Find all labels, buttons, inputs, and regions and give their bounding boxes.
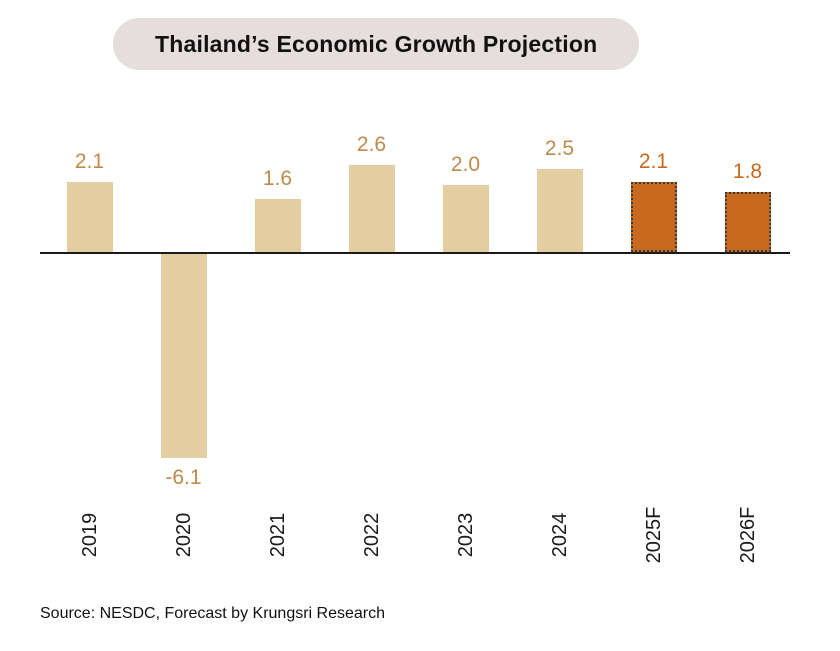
bar-value-label: 1.6 [262,166,293,190]
x-axis-label: 2020 [172,512,195,558]
bar-value-label: -6.1 [165,465,202,489]
x-axis-label: 2024 [548,512,571,558]
x-axis-label: 2026F [736,506,759,564]
x-axis-label: 2023 [454,512,477,558]
source-note: Source: NESDC, Forecast by Krungsri Rese… [40,605,386,622]
bar-value-label: 1.8 [732,159,763,183]
bar-value-label: 2.6 [356,133,387,157]
x-axis-label: 2021 [266,512,289,558]
bar-value-label: 2.1 [638,149,669,173]
bar-value-label: 2.0 [450,153,481,177]
bar-2023 [442,185,489,252]
bar-2020 [160,254,207,458]
bar-2019 [66,181,113,252]
bar-2025F [630,181,677,252]
bar-2024 [536,168,583,252]
chart-title-pill: Thailand’s Economic Growth Projection [113,18,640,70]
chart-title: Thailand’s Economic Growth Projection [155,30,598,57]
x-axis-label: 2025F [642,506,665,564]
bar-2026F [724,191,771,252]
bar-2022 [348,165,395,252]
bar-value-label: 2.5 [544,136,575,160]
zero-axis-line [40,252,790,254]
x-axis-label: 2022 [360,512,383,558]
bar-value-label: 2.1 [74,149,105,173]
x-axis-label: 2019 [78,512,101,558]
bar-2021 [254,198,301,252]
